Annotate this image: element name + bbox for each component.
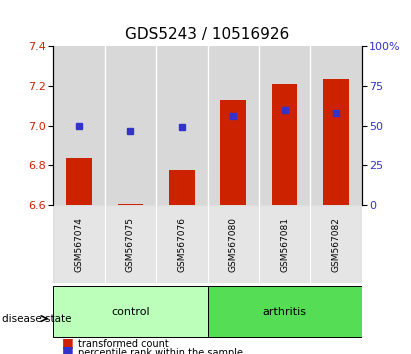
Title: GDS5243 / 10516926: GDS5243 / 10516926 [125,27,290,42]
Bar [208,46,259,205]
Bar [310,46,362,205]
Bar [156,46,208,205]
Text: disease state: disease state [2,314,72,324]
FancyBboxPatch shape [208,286,362,337]
Bar [310,205,362,283]
Text: GSM567080: GSM567080 [229,217,238,272]
FancyBboxPatch shape [53,286,208,337]
Bar [169,171,195,205]
Bar [53,205,105,283]
Text: control: control [111,307,150,316]
Text: GSM567082: GSM567082 [332,217,340,272]
Text: ■: ■ [62,336,74,349]
Bar [118,204,143,205]
Bar [208,46,259,205]
Bar [105,46,156,205]
Bar [53,46,105,205]
Bar [259,205,310,283]
Text: transformed count: transformed count [78,339,169,349]
Bar [53,46,105,205]
Bar [66,158,92,205]
Text: GSM567081: GSM567081 [280,217,289,272]
Text: arthritis: arthritis [263,307,307,316]
Bar [156,46,208,205]
Bar [156,205,208,283]
Bar [105,46,156,205]
Text: GSM567076: GSM567076 [178,217,186,272]
Bar [272,84,298,205]
Bar [310,46,362,205]
Bar [220,100,246,205]
Bar [208,205,259,283]
Text: ■: ■ [62,344,74,354]
Text: GSM567074: GSM567074 [75,217,83,272]
Bar [105,205,156,283]
Bar [259,46,310,205]
Text: GSM567075: GSM567075 [126,217,135,272]
Bar [323,79,349,205]
Text: percentile rank within the sample: percentile rank within the sample [78,348,243,354]
Bar [259,46,310,205]
